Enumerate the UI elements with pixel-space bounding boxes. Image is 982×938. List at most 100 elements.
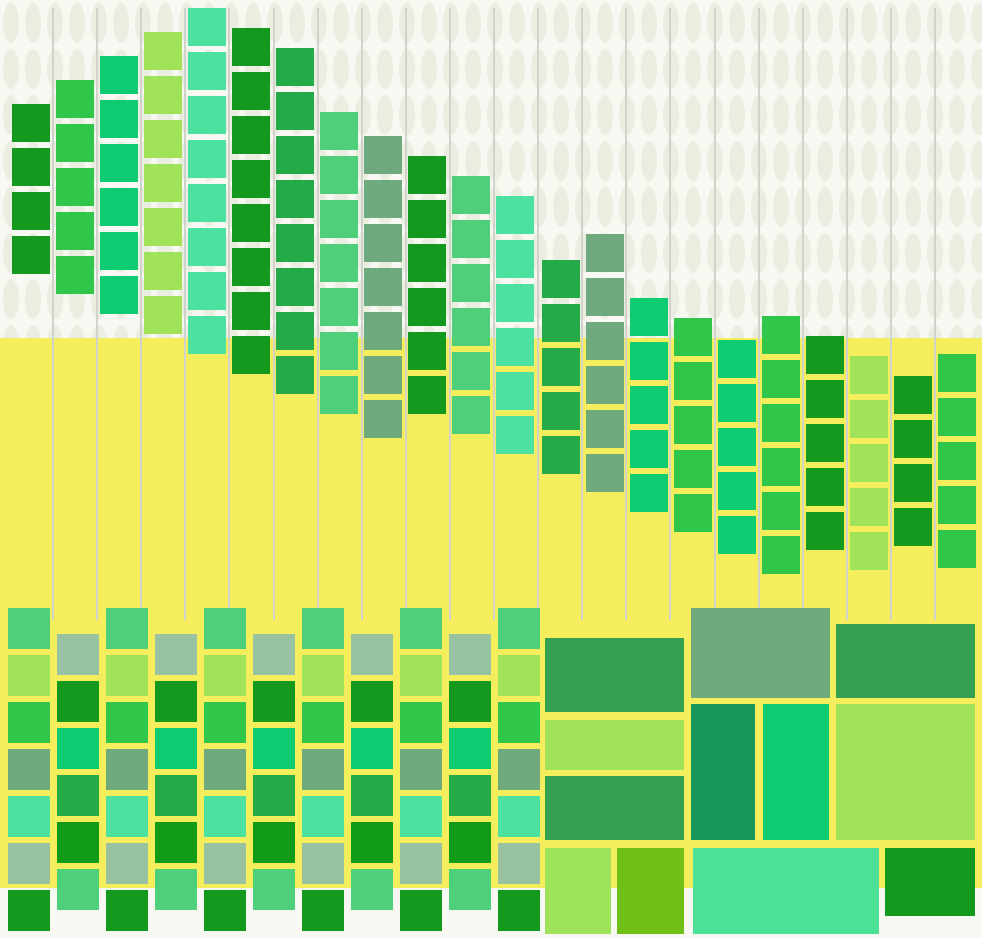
grid-tile [302,702,344,743]
column-tile [320,288,358,326]
large-block [691,608,830,698]
column-tile [320,156,358,194]
column-tile [232,72,270,110]
vertical-line [273,8,275,620]
grid-tile [253,634,295,675]
column-tile [144,252,182,290]
column-tile [674,494,712,532]
column-tile [452,396,490,434]
grid-tile [8,890,50,931]
column-tile [188,52,226,90]
grid-tile [302,843,344,884]
column-tile [674,450,712,488]
column-tile [364,180,402,218]
column-tile [320,200,358,238]
column-tile [718,472,756,510]
column-tile [56,168,94,206]
column-tile [56,124,94,162]
vertical-line [581,8,583,620]
column-tile [496,372,534,410]
grid-tile [400,843,442,884]
column-tile [232,204,270,242]
column-tile [938,398,976,436]
column-tile [276,224,314,262]
column-tile [320,112,358,150]
vertical-line [934,8,936,620]
large-block [691,704,755,840]
grid-tile [351,869,393,910]
column-tile [56,256,94,294]
grid-tile [449,728,491,769]
vertical-line [758,8,760,620]
column-tile [144,32,182,70]
grid-tile [449,634,491,675]
vertical-line [846,8,848,620]
column-tile [542,348,580,386]
vertical-line [714,8,716,620]
vertical-line [493,8,495,620]
column-tile [276,180,314,218]
grid-tile [302,890,344,931]
vertical-line [405,8,407,620]
grid-tile [351,681,393,722]
grid-tile [302,655,344,696]
column-tile [586,410,624,448]
grid-tile [8,843,50,884]
column-tile [806,336,844,374]
grid-tile [8,608,50,649]
column-tile [100,100,138,138]
grid-tile [106,702,148,743]
vertical-line [625,8,627,620]
grid-tile [57,775,99,816]
column-tile [320,332,358,370]
grid-tile [400,655,442,696]
grid-tile [204,702,246,743]
grid-tile [57,869,99,910]
grid-tile [204,843,246,884]
column-tile [630,474,668,512]
grid-tile [204,796,246,837]
column-tile [806,380,844,418]
grid-tile [400,702,442,743]
column-tile [630,430,668,468]
vertical-line [802,8,804,620]
grid-tile [155,728,197,769]
vertical-line [317,8,319,620]
large-block [617,848,684,934]
column-tile [496,416,534,454]
grid-tile [498,796,540,837]
column-tile [586,366,624,404]
column-tile [276,48,314,86]
large-block [545,776,684,840]
vertical-line [361,8,363,620]
vertical-line [96,8,98,620]
grid-tile [351,775,393,816]
column-tile [276,268,314,306]
column-tile [894,508,932,546]
column-tile [144,76,182,114]
column-tile [806,512,844,550]
column-tile [496,328,534,366]
grid-tile [8,655,50,696]
vertical-line [669,8,671,620]
column-tile [100,232,138,270]
column-tile [452,176,490,214]
grid-tile [155,869,197,910]
column-tile [364,136,402,174]
column-tile [718,516,756,554]
column-tile [630,342,668,380]
grid-tile [8,702,50,743]
grid-tile [106,749,148,790]
column-tile [674,406,712,444]
column-tile [806,424,844,462]
grid-tile [498,890,540,931]
column-tile [586,234,624,272]
grid-tile [400,890,442,931]
column-tile [188,316,226,354]
column-tile [188,140,226,178]
column-tile [938,354,976,392]
grid-tile [302,749,344,790]
column-tile [276,136,314,174]
column-tile [496,196,534,234]
column-tile [320,376,358,414]
